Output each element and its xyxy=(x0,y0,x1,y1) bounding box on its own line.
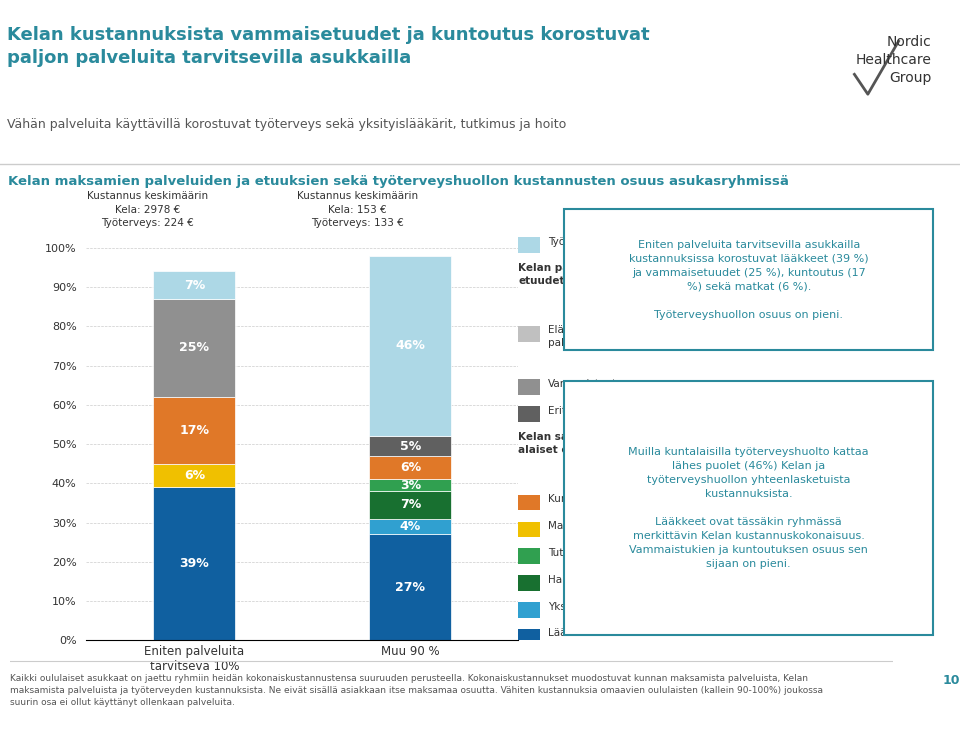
FancyBboxPatch shape xyxy=(518,380,540,395)
Text: 6%: 6% xyxy=(183,469,205,482)
Text: Kelan palvelua korvaavat
etuudet: Kelan palvelua korvaavat etuudet xyxy=(518,263,668,286)
Text: Kelan kustannuksista vammaisetuudet ja kuntoutus korostuvat
paljon palveluita ta: Kelan kustannuksista vammaisetuudet ja k… xyxy=(8,26,650,67)
Text: 5%: 5% xyxy=(399,439,421,453)
FancyBboxPatch shape xyxy=(564,381,933,635)
Text: Eläkkeensaajan asumistuki
palveluasumiseen: Eläkkeensaajan asumistuki palveluasumise… xyxy=(548,325,689,348)
FancyBboxPatch shape xyxy=(518,495,540,511)
Text: Kuntoutus: Kuntoutus xyxy=(548,495,601,504)
Bar xyxy=(154,487,235,640)
Bar xyxy=(154,299,235,397)
Bar xyxy=(370,255,451,436)
Bar xyxy=(154,272,235,299)
Bar xyxy=(370,534,451,640)
Text: 25%: 25% xyxy=(180,342,209,354)
FancyBboxPatch shape xyxy=(518,602,540,618)
Bar xyxy=(370,436,451,456)
FancyBboxPatch shape xyxy=(518,629,540,645)
Bar xyxy=(370,519,451,534)
Text: Kustannus keskimäärin
Kela: 153 €
Työterveys: 133 €: Kustannus keskimäärin Kela: 153 € Työter… xyxy=(297,191,418,227)
Bar xyxy=(154,464,235,487)
Text: 10: 10 xyxy=(943,674,960,687)
Text: Yksityislääkärit: Yksityislääkärit xyxy=(548,601,627,612)
Text: Nordic
Healthcare
Group: Nordic Healthcare Group xyxy=(855,35,931,85)
Bar xyxy=(370,491,451,519)
FancyBboxPatch shape xyxy=(564,209,933,350)
Text: Tutkimus ja hoito: Tutkimus ja hoito xyxy=(548,548,637,558)
FancyBboxPatch shape xyxy=(518,406,540,422)
FancyBboxPatch shape xyxy=(518,576,540,591)
Text: Kustannus keskimäärin
Kela: 2978 €
Työterveys: 224 €: Kustannus keskimäärin Kela: 2978 € Työte… xyxy=(87,191,208,227)
FancyBboxPatch shape xyxy=(518,548,540,564)
Text: 6%: 6% xyxy=(399,461,421,474)
Text: Hammaslääkärit: Hammaslääkärit xyxy=(548,575,634,585)
Text: Matkat: Matkat xyxy=(548,521,584,531)
Bar xyxy=(154,397,235,464)
Text: 39%: 39% xyxy=(180,557,209,570)
Text: 27%: 27% xyxy=(396,581,425,594)
Text: Muilla kuntalaisilla työterveyshuolto kattaa
lähes puolet (46%) Kelan ja
työterv: Muilla kuntalaisilla työterveyshuolto ka… xyxy=(629,447,869,569)
Text: Kaikki oululaiset asukkaat on jaettu ryhmiin heidän kokonaiskustannustensa suuru: Kaikki oululaiset asukkaat on jaettu ryh… xyxy=(10,674,823,707)
FancyBboxPatch shape xyxy=(518,522,540,537)
Text: Kelan sairaanhoitovakuutuksen
alaiset etuudet: Kelan sairaanhoitovakuutuksen alaiset et… xyxy=(518,432,705,455)
FancyBboxPatch shape xyxy=(518,326,540,342)
FancyBboxPatch shape xyxy=(518,237,540,253)
Text: 17%: 17% xyxy=(180,424,209,436)
Text: 4%: 4% xyxy=(399,520,421,533)
Bar xyxy=(370,479,451,491)
Text: Työterveys: Työterveys xyxy=(548,237,604,247)
Text: 3%: 3% xyxy=(399,479,421,492)
Text: 7%: 7% xyxy=(183,279,205,291)
Text: Vammaistuet: Vammaistuet xyxy=(548,379,617,389)
Text: Vähän palveluita käyttävillä korostuvat työterveys sekä yksityislääkärit, tutkim: Vähän palveluita käyttävillä korostuvat … xyxy=(8,118,566,131)
Text: Kelan maksamien palveluiden ja etuuksien sekä työterveyshuollon kustannusten osu: Kelan maksamien palveluiden ja etuuksien… xyxy=(8,175,789,188)
Text: Eniten palveluita tarvitsevilla asukkailla
kustannuksissa korostuvat lääkkeet (3: Eniten palveluita tarvitsevilla asukkail… xyxy=(629,240,869,319)
Text: 7%: 7% xyxy=(399,498,421,512)
Text: Erityishoitoraha: Erityishoitoraha xyxy=(548,406,631,416)
Bar xyxy=(370,456,451,479)
Text: 46%: 46% xyxy=(396,339,425,353)
Text: Lääkkeet: Lääkkeet xyxy=(548,629,595,638)
